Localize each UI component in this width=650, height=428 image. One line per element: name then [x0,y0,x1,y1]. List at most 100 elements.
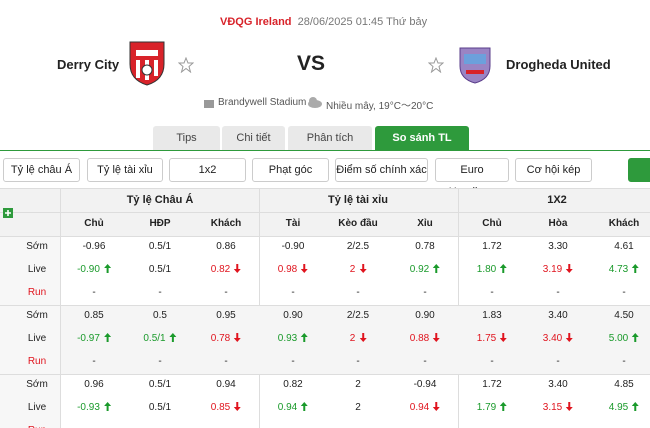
odds-value: - [356,355,359,369]
league[interactable]: VĐQG Ireland [220,16,292,28]
trend-arrow [234,264,242,273]
odds-text: 2/2.5 [346,241,370,252]
odds-value: 0.86 [216,240,235,254]
odds-value: - [224,286,227,300]
odds-value: 0.94 [216,378,235,392]
col-line [60,188,61,428]
group-header: Tỷ lệ Châu Á [126,194,194,206]
filter-button[interactable]: Euro Handicap [435,158,509,198]
odds-value: 0.88 [410,332,441,346]
odds-text: 2 [349,333,356,344]
expand-icon[interactable] [3,208,13,218]
odds-value: 2/2.5 [347,309,369,323]
odds-value: 0.5 [153,309,167,323]
odds-text: 1.72 [482,241,502,252]
odds-text: 2 [349,264,356,275]
odds-text: 0.5/1 [148,379,172,390]
filter-button[interactable]: Phạt góc [252,158,329,182]
home-team[interactable]: Derry City [57,57,120,72]
more-button[interactable] [628,158,650,182]
odds-text: -0.93 [77,402,100,413]
odds-value: 3.40 [542,332,574,346]
odds-value: -0.90 [282,240,305,254]
odds-text: 0.93 [277,333,298,344]
odds-value: 3.40 [548,309,567,323]
odds-value: - [556,286,559,300]
odds-text: - [490,425,493,428]
odds-value: 0.5/1 [149,240,171,254]
odds-value: -0.97 [77,332,111,346]
favorite-star[interactable] [178,57,194,73]
odds-value: -0.94 [414,378,437,392]
odds-value: - [291,424,294,428]
odds-value: - [490,355,493,369]
odds-text: 0.5/1 [148,402,172,413]
odds-text: -0.94 [413,379,437,390]
tab[interactable]: Chi tiết [222,126,285,150]
odds-text: -0.97 [77,333,100,344]
datetime: 28/06/2025 01:45 Thứ bảy [297,16,428,28]
trend-arrow [566,333,574,342]
odds-value: -0.90 [77,263,111,277]
odds-value: - [423,355,426,369]
odds-text: 1.72 [482,379,502,390]
odds-text: - [92,287,96,298]
tab[interactable]: Phân tích [288,126,372,150]
odds-text: - [92,425,95,428]
odds-value: 0.95 [216,309,235,323]
row-line [0,236,650,237]
row-label: Live [27,264,47,275]
odds-value: 0.5/1 [149,263,171,277]
row-label: Live [27,333,47,344]
odds-text: - [291,425,294,428]
label-col [0,236,60,428]
venue-icon [204,100,214,108]
odds-text: 0.95 [216,310,236,321]
tab[interactable]: Tips [153,126,220,150]
filter-button[interactable]: 1x2 [169,158,246,182]
odds-value: - [490,424,493,428]
filter-button[interactable]: Tỷ lệ châu Á [3,158,80,182]
row-label: Run [28,424,46,428]
odds-value: 1.72 [482,240,501,254]
odds-text: 0.82 [283,379,303,390]
odds-text: 1.79 [476,402,497,413]
row-line [0,188,650,189]
trend-arrow [103,264,111,273]
group-header: Tỷ lệ tài xỉu [328,194,388,206]
odds-value: 1.79 [476,401,508,415]
weather-icon [308,97,322,108]
odds-text: 3.40 [542,333,563,344]
odds-value: - [92,355,95,369]
odds-text: - [556,287,560,298]
odds-text: 0.5 [153,310,167,321]
odds-text: 2/2.5 [346,310,370,321]
odds-value: 3.15 [543,401,574,415]
tab[interactable]: So sánh TL [375,126,469,150]
odds-text: - [356,287,360,298]
filter-button[interactable]: Tỷ lệ tài xỉu [87,158,163,182]
odds-value: 2 [350,332,367,346]
column-header: Khách [210,218,242,229]
odds-text: 3.30 [548,241,568,252]
row-line [0,305,650,306]
filter-button[interactable]: Điểm số chính xác [335,158,428,182]
odds-value: - [356,286,359,300]
odds-text: 4.50 [614,310,634,321]
odds-value: - [158,286,161,300]
odds-text: 0.86 [216,241,236,252]
trend-arrow [169,333,177,342]
odds-text: - [423,287,427,298]
trend-arrow [632,264,640,273]
favorite-star[interactable] [428,57,444,73]
row-label: Sớm [26,379,48,390]
odds-text: 0.92 [409,264,430,275]
column-header: Tài [285,218,301,229]
filter-button[interactable]: Cơ hội kép [515,158,592,182]
odds-value: - [490,286,493,300]
odds-text: - [556,356,560,367]
away-team[interactable]: Drogheda United [506,57,611,72]
odds-value: 0.5/1 [143,332,177,346]
weather: Nhiều mây, 19°C～20°C [326,101,434,112]
odds-value: 3.19 [543,263,574,277]
